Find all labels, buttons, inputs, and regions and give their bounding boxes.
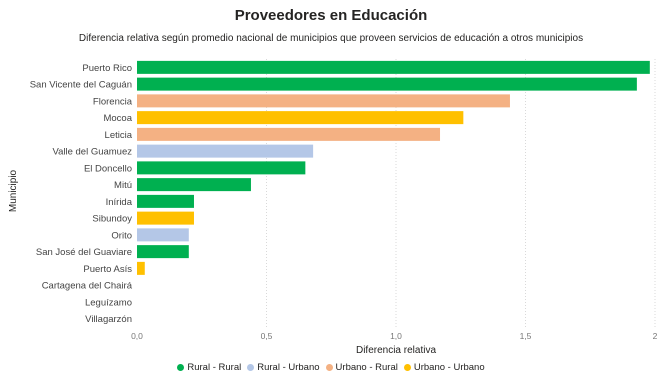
x-tick-label: 1,0 [390, 331, 402, 341]
x-tick-label: 0,5 [261, 331, 273, 341]
bar [137, 178, 251, 192]
category-label: Valle del Guamuez [52, 147, 132, 158]
legend-label: Urbano - Urbano [413, 361, 485, 373]
category-label: Sibundoy [92, 214, 132, 225]
bar [137, 245, 189, 259]
legend: Rural - Rural Rural - Urbano Urbano - Rura… [0, 360, 662, 374]
bar [137, 161, 306, 175]
legend-marker [325, 363, 333, 371]
category-label: Cartagena del Chairá [42, 281, 133, 292]
bar [137, 261, 145, 275]
category-label: El Doncello [84, 163, 132, 174]
y-axis-title: Municipio [8, 169, 19, 212]
legend-marker [247, 363, 255, 371]
category-label: Leticia [105, 130, 133, 141]
bar [137, 127, 441, 141]
legend-item[interactable]: Rural - Rural [177, 362, 241, 373]
category-label: Mocoa [103, 113, 132, 124]
bar [137, 211, 194, 225]
x-tick-label: 1,5 [520, 331, 532, 341]
chart-title: Proveedores en Educación [234, 7, 428, 24]
category-label: Puerto Asís [83, 264, 132, 275]
category-label: Orito [111, 230, 132, 241]
legend-item[interactable]: Rural - Urbano [247, 361, 320, 373]
category-label: Villagarzón [85, 314, 132, 325]
category-label: Mitú [114, 180, 132, 191]
x-tick-label: 2 [653, 331, 658, 341]
legend-label: Urbano - Rural [335, 361, 398, 373]
bar-chart-plot: 0,0 0,5 1,0 1,5 2 Puerto Rico San Vicente del … [8, 59, 658, 356]
category-label: Leguízamo [85, 297, 132, 308]
legend-marker [177, 363, 185, 371]
bar [137, 111, 464, 125]
category-label: Inírida [106, 197, 133, 208]
bar [137, 60, 650, 74]
x-axis-title: Diferencia relativa [356, 345, 436, 356]
legend-label: Rural - Urbano [257, 361, 320, 373]
bar [137, 94, 510, 108]
chart-subtitle: Diferencia relativa según promedio nacio… [78, 33, 584, 44]
bar [137, 194, 194, 208]
legend-item[interactable]: Urbano - Rural [325, 361, 398, 373]
legend-label: Rural - Rural [187, 361, 242, 373]
legend-marker [403, 363, 411, 371]
legend-item[interactable]: Urbano - Urbano [403, 361, 485, 373]
bar [137, 144, 314, 158]
category-label: San José del Guaviare [36, 247, 132, 258]
bar [137, 228, 189, 242]
category-label: San Vicente del Caguán [30, 80, 132, 91]
category-label: Florencia [93, 96, 133, 107]
category-label: Puerto Rico [82, 63, 132, 74]
bar [137, 77, 637, 91]
x-tick-label: 0,0 [131, 331, 143, 341]
